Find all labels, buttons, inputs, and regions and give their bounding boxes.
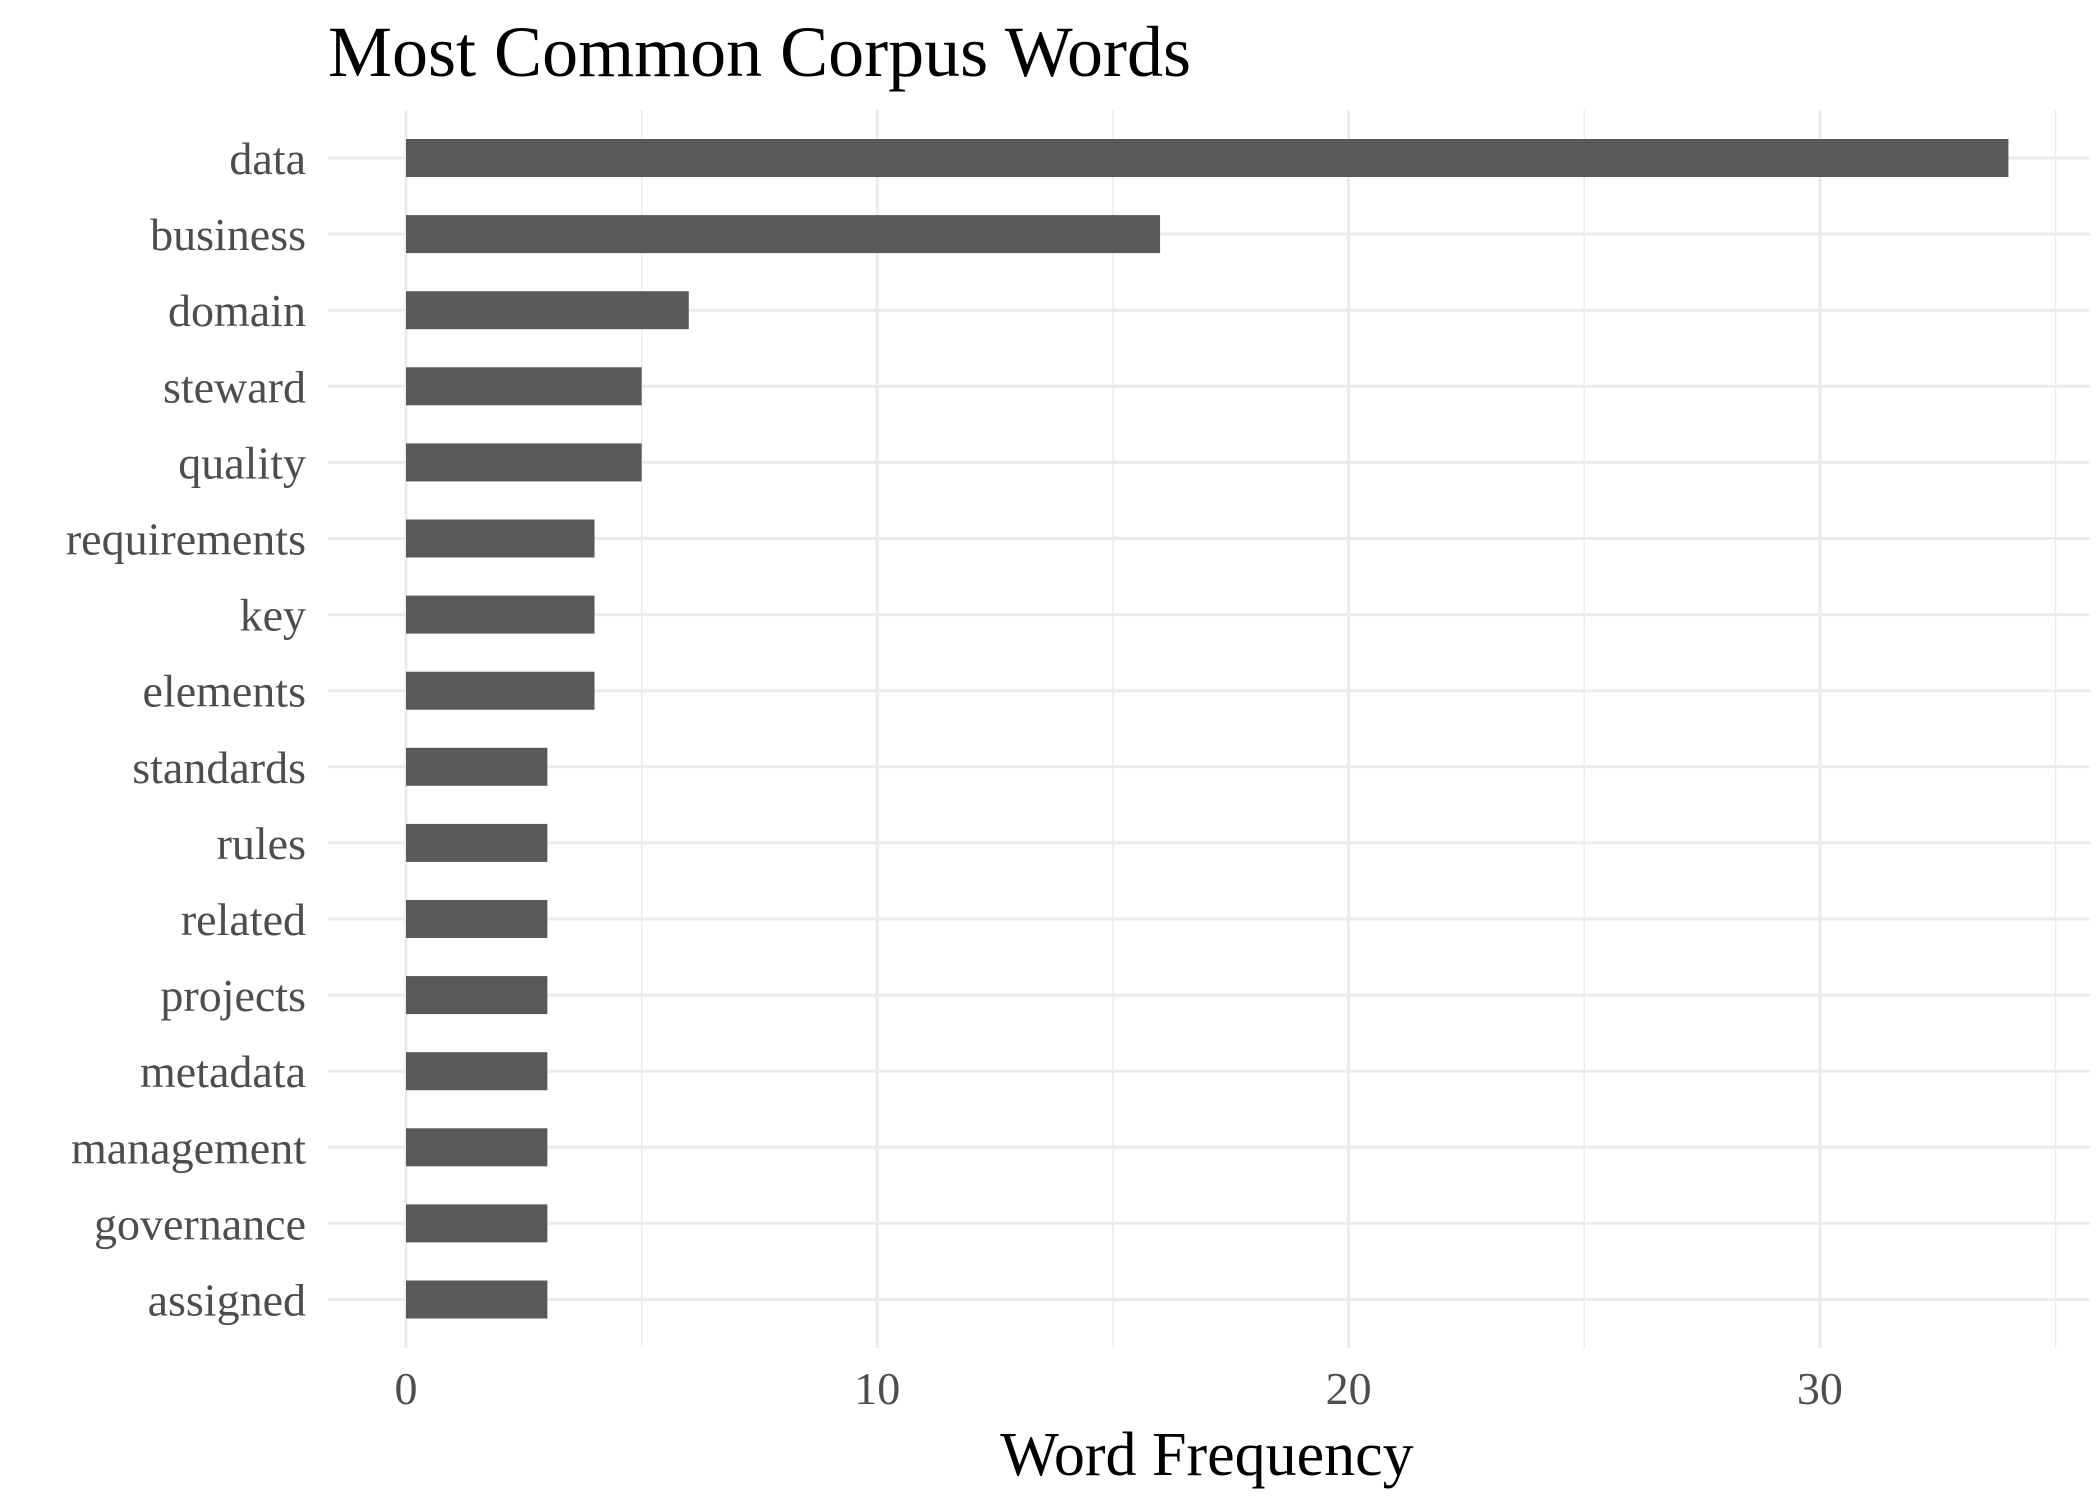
bars-layer	[406, 139, 2009, 1319]
y-tick-label-elements: elements	[143, 666, 307, 717]
y-tick-label-governance: governance	[94, 1198, 306, 1249]
y-tick-labels: data business domain steward quality requirem…	[66, 133, 306, 1326]
y-tick-label-requirements: requirements	[66, 514, 306, 565]
bar-assigned	[406, 1280, 548, 1319]
y-tick-label-assigned: assigned	[148, 1275, 306, 1326]
bar-steward	[406, 367, 642, 406]
bar-domain	[406, 291, 689, 330]
chart-title: Most Common Corpus Words	[328, 12, 1191, 92]
x-tick-labels: 0 10 20 30	[395, 1363, 1843, 1414]
x-tick-label: 30	[1797, 1363, 1843, 1414]
y-tick-label-management: management	[71, 1122, 306, 1173]
bar-elements	[406, 671, 595, 710]
bar-data	[406, 139, 2009, 177]
y-tick-label-standards: standards	[132, 742, 306, 793]
bar-related	[406, 900, 548, 938]
bar-standards	[406, 747, 548, 786]
y-tick-label-domain: domain	[168, 285, 306, 336]
x-tick-label: 0	[395, 1363, 418, 1414]
bar-requirements	[406, 519, 595, 558]
x-tick-label: 20	[1326, 1363, 1372, 1414]
bar-rules	[406, 823, 548, 862]
y-tick-label-quality: quality	[178, 437, 306, 488]
y-tick-label-rules: rules	[217, 818, 306, 869]
x-axis-label: Word Frequency	[1000, 1421, 1413, 1489]
y-tick-label-related: related	[181, 894, 306, 945]
y-tick-label-business: business	[150, 209, 306, 260]
x-tick-label: 10	[854, 1363, 900, 1414]
bar-governance	[406, 1204, 548, 1243]
y-tick-label-projects: projects	[160, 970, 306, 1021]
bar-quality	[406, 443, 642, 482]
y-tick-label-key: key	[240, 590, 306, 641]
bar-business	[406, 215, 1161, 254]
bar-projects	[406, 976, 548, 1015]
y-tick-label-data: data	[229, 133, 306, 184]
bar-key	[406, 595, 595, 634]
bar-management	[406, 1128, 548, 1167]
y-tick-label-steward: steward	[163, 361, 306, 412]
y-tick-label-metadata: metadata	[140, 1046, 306, 1097]
bar-metadata	[406, 1052, 548, 1091]
